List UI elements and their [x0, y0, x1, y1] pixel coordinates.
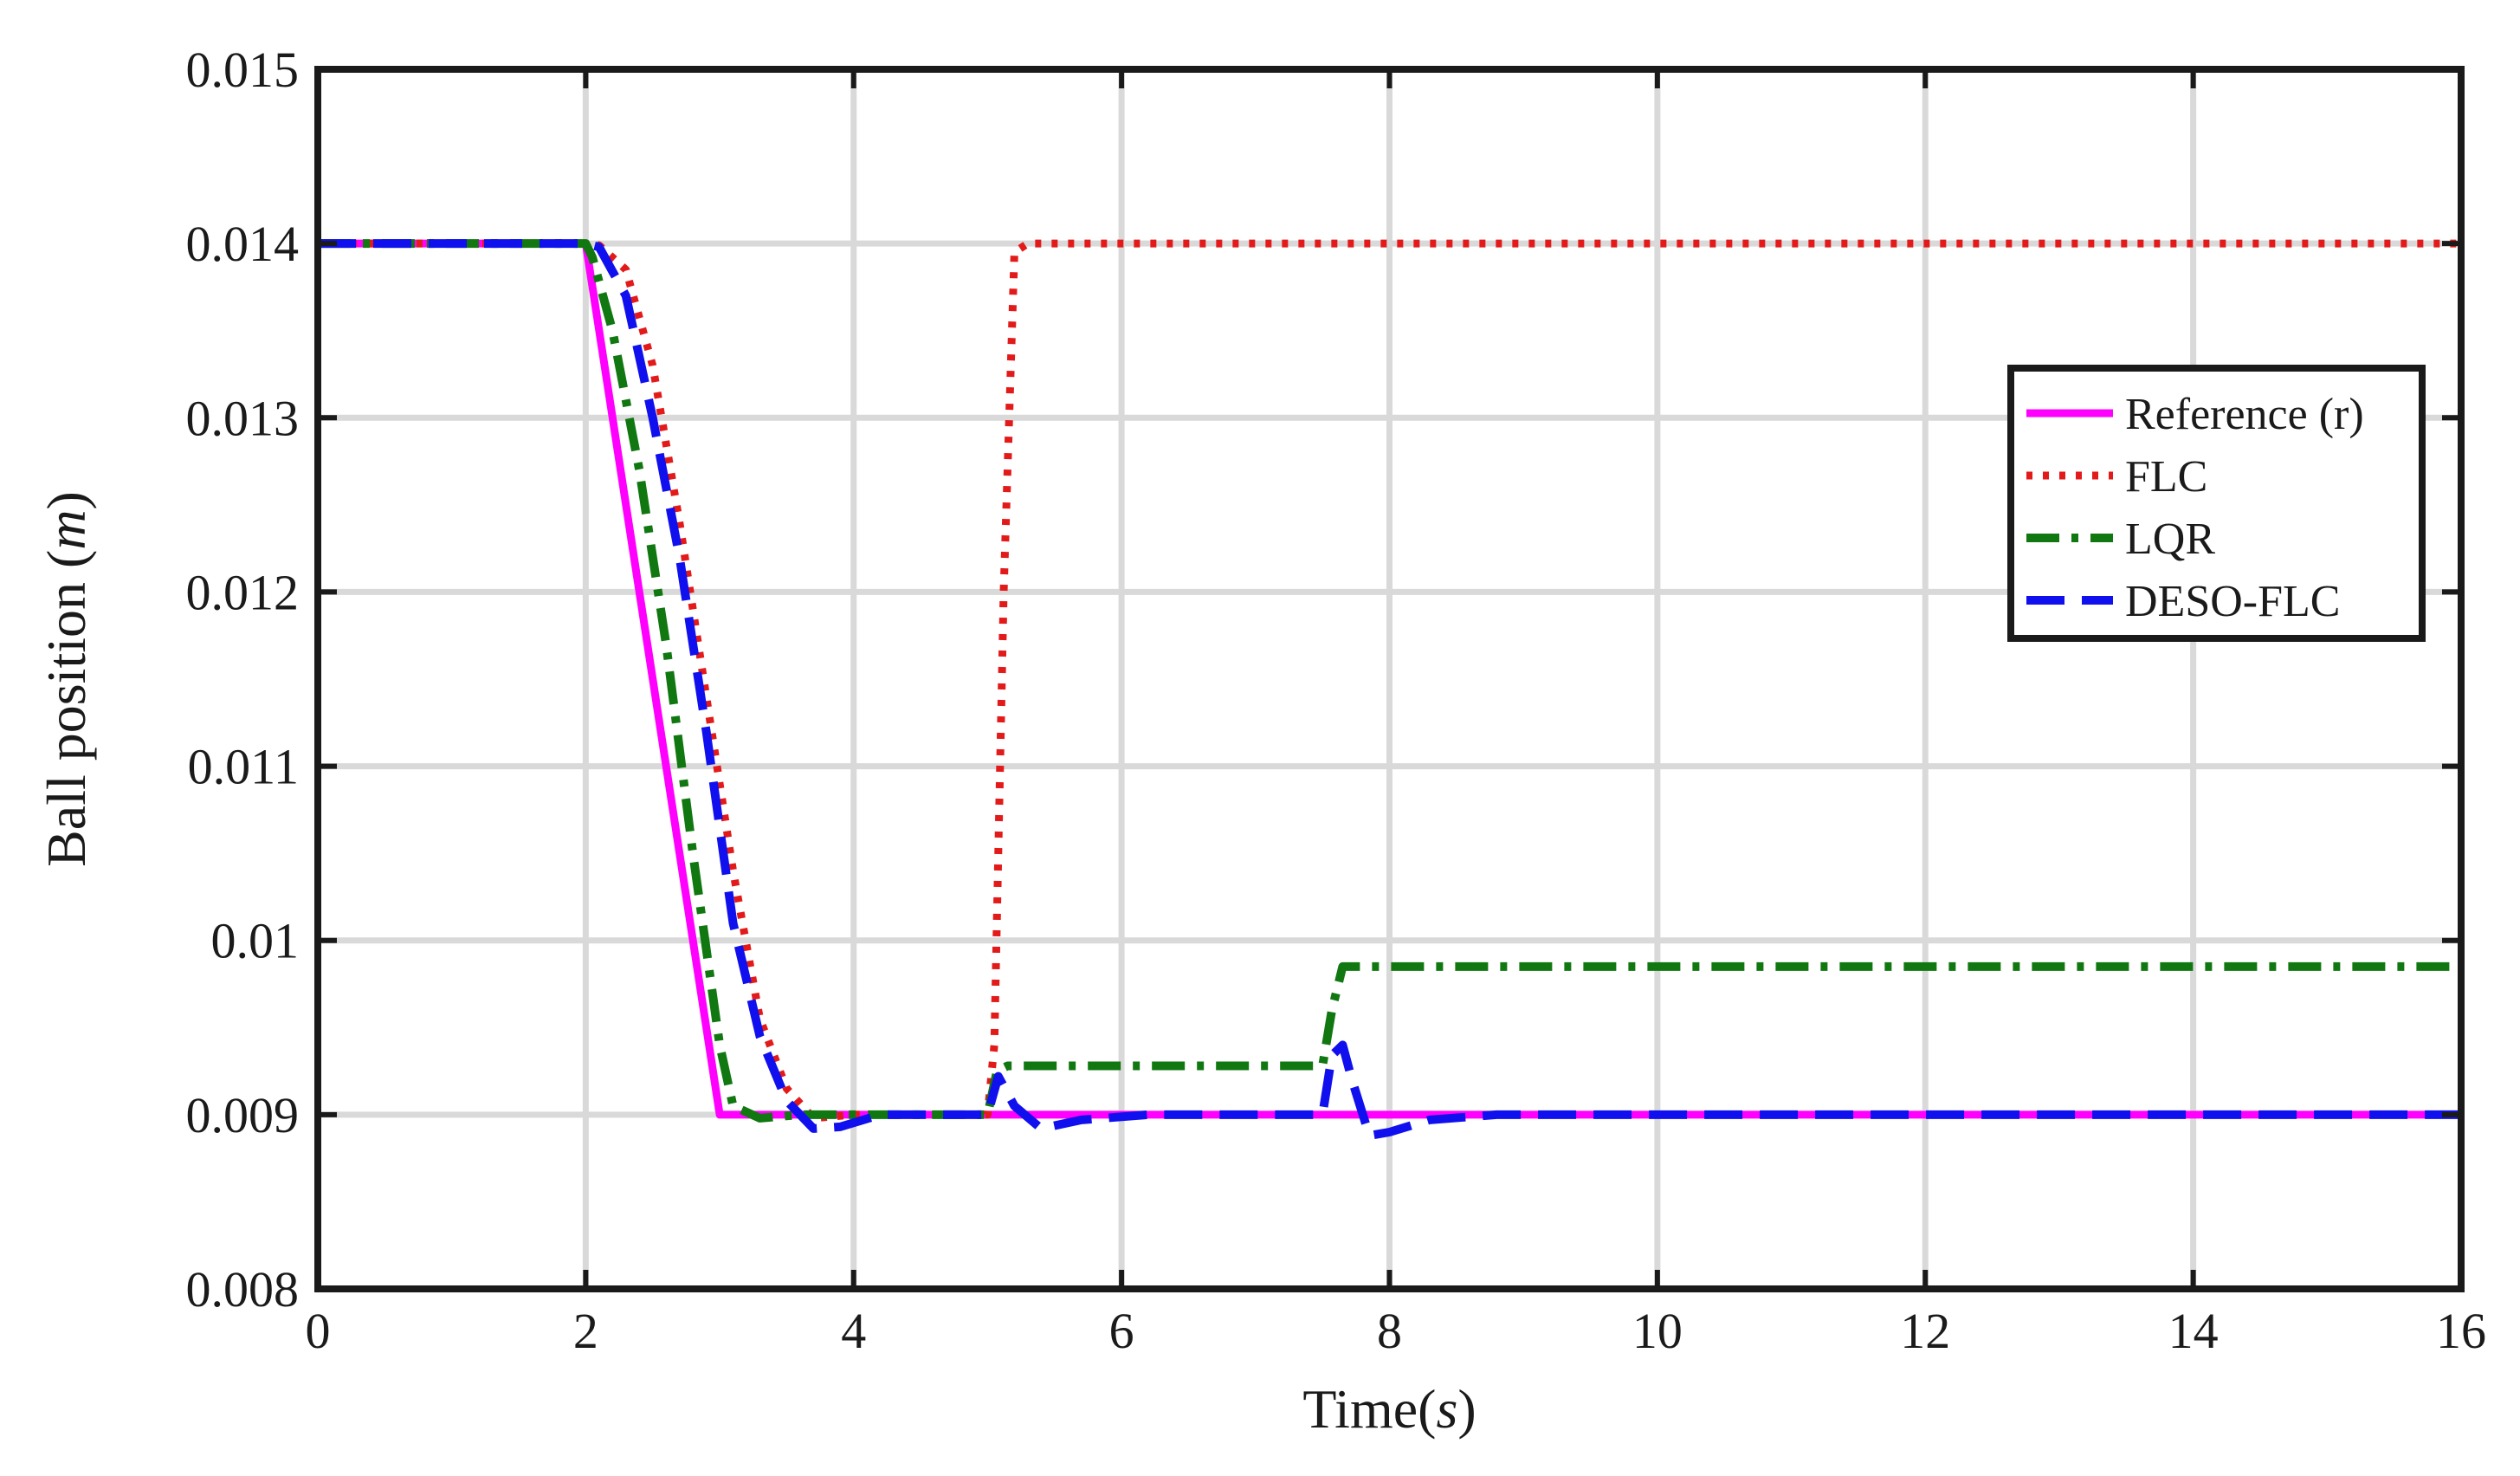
x-tick-label: 0	[306, 1303, 331, 1359]
x-axis-ticks: 0 2 4 6 8 10 12 14 16	[306, 69, 2486, 1359]
y-tick-label: 0.014	[186, 216, 300, 272]
y-tick-label: 0.015	[186, 42, 300, 98]
y-tick-label: 0.008	[186, 1261, 300, 1317]
y-tick-label: 0.013	[186, 390, 300, 446]
x-tick-label: 8	[1377, 1303, 1402, 1359]
x-tick-label: 12	[1900, 1303, 1950, 1359]
series-line-deso-flc	[318, 239, 2461, 1140]
y-tick-label: 0.012	[186, 564, 300, 620]
x-tick-label: 14	[2168, 1303, 2219, 1359]
legend-label: FLC	[2125, 452, 2207, 502]
y-axis-ticks: 0.008 0.009 0.01 0.011 0.012 0.013 0.014 0.015	[186, 42, 2461, 1317]
legend-label: DESO-FLC	[2125, 577, 2340, 626]
x-tick-label: 10	[1632, 1303, 1683, 1359]
legend: Reference (r) FLC LQR DESO-FLC	[2007, 365, 2426, 642]
plot-series	[318, 239, 2461, 1140]
y-axis-label: Ball position (m)	[36, 491, 97, 867]
x-tick-label: 4	[841, 1303, 866, 1359]
legend-label: Reference (r)	[2125, 390, 2364, 439]
x-tick-label: 16	[2436, 1303, 2486, 1359]
x-axis-label: Time(s)	[1302, 1378, 1476, 1440]
series-line-lqr	[318, 239, 2461, 1123]
y-tick-label: 0.01	[211, 913, 300, 969]
y-tick-label: 0.011	[188, 739, 299, 795]
y-tick-label: 0.009	[186, 1087, 300, 1143]
grid-lines	[314, 66, 2465, 1292]
x-tick-label: 2	[573, 1303, 598, 1359]
legend-label: LQR	[2125, 515, 2215, 564]
x-tick-label: 6	[1109, 1303, 1134, 1359]
